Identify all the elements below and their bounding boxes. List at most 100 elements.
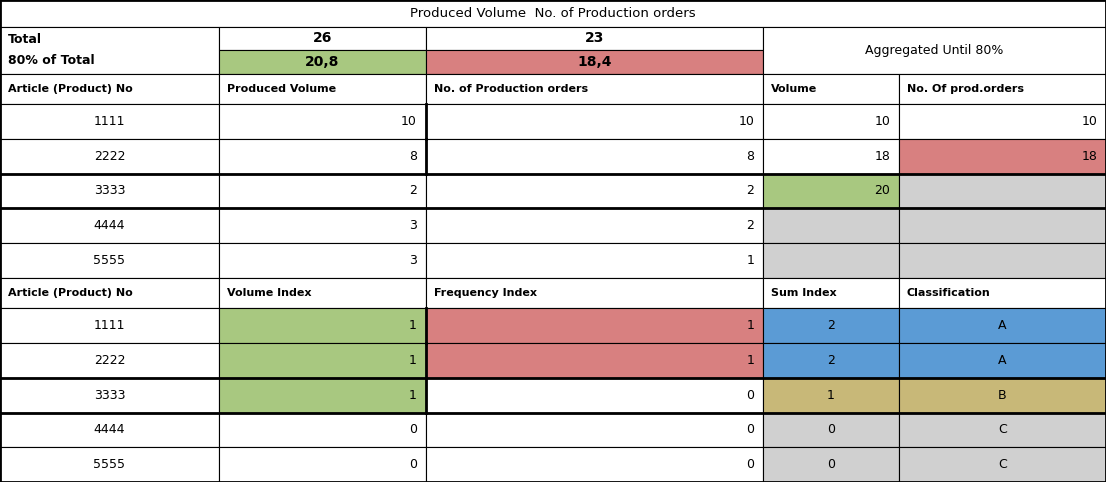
Bar xyxy=(899,208,1106,243)
Text: 10: 10 xyxy=(738,115,754,128)
Bar xyxy=(899,243,1106,278)
Bar xyxy=(0,243,219,278)
Text: 20,8: 20,8 xyxy=(305,55,340,69)
Text: 0: 0 xyxy=(747,388,754,402)
Bar xyxy=(899,139,1106,174)
Text: 2: 2 xyxy=(827,319,835,332)
Bar xyxy=(219,413,426,447)
Text: 80% of Total: 80% of Total xyxy=(8,54,94,67)
Bar xyxy=(0,343,219,378)
Bar xyxy=(0,104,219,139)
Text: Volume: Volume xyxy=(771,84,817,94)
Bar xyxy=(899,174,1106,208)
Text: 5555: 5555 xyxy=(93,254,125,267)
Bar xyxy=(219,74,426,104)
Text: 1111: 1111 xyxy=(94,319,125,332)
Text: 1: 1 xyxy=(747,254,754,267)
Text: 2222: 2222 xyxy=(94,354,125,367)
Text: 0: 0 xyxy=(747,423,754,436)
Bar xyxy=(0,139,219,174)
Bar xyxy=(899,447,1106,482)
Text: Produced Volume  No. of Production orders: Produced Volume No. of Production orders xyxy=(410,7,696,20)
Bar xyxy=(219,378,426,413)
Text: Total: Total xyxy=(8,33,42,46)
Bar xyxy=(0,174,219,208)
Bar xyxy=(219,208,426,243)
Text: Article (Product) No: Article (Product) No xyxy=(8,288,133,298)
Text: A: A xyxy=(999,354,1006,367)
Bar xyxy=(763,308,899,343)
Text: 3333: 3333 xyxy=(94,388,125,402)
Bar xyxy=(0,278,219,308)
Text: 0: 0 xyxy=(409,458,417,471)
Bar xyxy=(899,308,1106,343)
Bar xyxy=(426,50,763,74)
Text: 18: 18 xyxy=(1082,150,1097,163)
Bar xyxy=(426,27,763,50)
Text: 1: 1 xyxy=(747,319,754,332)
Text: 1: 1 xyxy=(409,319,417,332)
Bar xyxy=(426,278,763,308)
Text: 3: 3 xyxy=(409,254,417,267)
Text: 18: 18 xyxy=(874,150,890,163)
Text: Volume Index: Volume Index xyxy=(227,288,311,298)
Bar xyxy=(763,243,899,278)
Text: 4444: 4444 xyxy=(94,219,125,232)
Bar xyxy=(426,378,763,413)
Bar xyxy=(899,343,1106,378)
Bar xyxy=(219,343,426,378)
Text: B: B xyxy=(999,388,1006,402)
Text: 1: 1 xyxy=(409,388,417,402)
Text: 20: 20 xyxy=(874,185,890,198)
Bar xyxy=(426,174,763,208)
Text: 4444: 4444 xyxy=(94,423,125,436)
Bar xyxy=(219,308,426,343)
Text: 0: 0 xyxy=(409,423,417,436)
Bar xyxy=(0,0,1106,27)
Text: 1: 1 xyxy=(827,388,835,402)
Bar xyxy=(763,278,899,308)
Bar xyxy=(426,74,763,104)
Bar xyxy=(426,308,763,343)
Bar xyxy=(219,174,426,208)
Text: 10: 10 xyxy=(874,115,890,128)
Text: 10: 10 xyxy=(1082,115,1097,128)
Text: 1: 1 xyxy=(747,354,754,367)
Text: C: C xyxy=(998,458,1006,471)
Text: 2: 2 xyxy=(409,185,417,198)
Bar xyxy=(426,104,763,139)
Text: 0: 0 xyxy=(827,423,835,436)
Text: C: C xyxy=(998,423,1006,436)
Bar xyxy=(763,378,899,413)
Bar xyxy=(426,447,763,482)
Bar xyxy=(426,343,763,378)
Bar xyxy=(219,104,426,139)
Text: Article (Product) No: Article (Product) No xyxy=(8,84,133,94)
Text: 2: 2 xyxy=(827,354,835,367)
Bar xyxy=(763,208,899,243)
Bar xyxy=(0,27,219,74)
Bar xyxy=(763,174,899,208)
Bar xyxy=(0,378,219,413)
Text: 3333: 3333 xyxy=(94,185,125,198)
Text: Produced Volume: Produced Volume xyxy=(227,84,336,94)
Bar xyxy=(219,27,426,50)
Bar xyxy=(763,413,899,447)
Text: 2: 2 xyxy=(747,185,754,198)
Text: 0: 0 xyxy=(827,458,835,471)
Text: 1: 1 xyxy=(409,354,417,367)
Bar xyxy=(219,139,426,174)
Bar xyxy=(763,447,899,482)
Bar xyxy=(0,308,219,343)
Bar xyxy=(899,74,1106,104)
Text: 5555: 5555 xyxy=(93,458,125,471)
Text: 2: 2 xyxy=(747,219,754,232)
Text: No. of Production orders: No. of Production orders xyxy=(434,84,587,94)
Text: 23: 23 xyxy=(585,31,604,45)
Text: 0: 0 xyxy=(747,458,754,471)
Text: 10: 10 xyxy=(401,115,417,128)
Bar xyxy=(763,74,899,104)
Bar xyxy=(219,447,426,482)
Bar xyxy=(426,413,763,447)
Bar xyxy=(763,104,899,139)
